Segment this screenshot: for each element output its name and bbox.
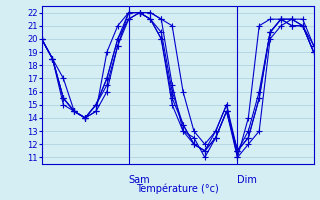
Text: Dim: Dim — [237, 175, 257, 185]
Text: Sam: Sam — [129, 175, 150, 185]
X-axis label: Température (°c): Température (°c) — [136, 183, 219, 194]
